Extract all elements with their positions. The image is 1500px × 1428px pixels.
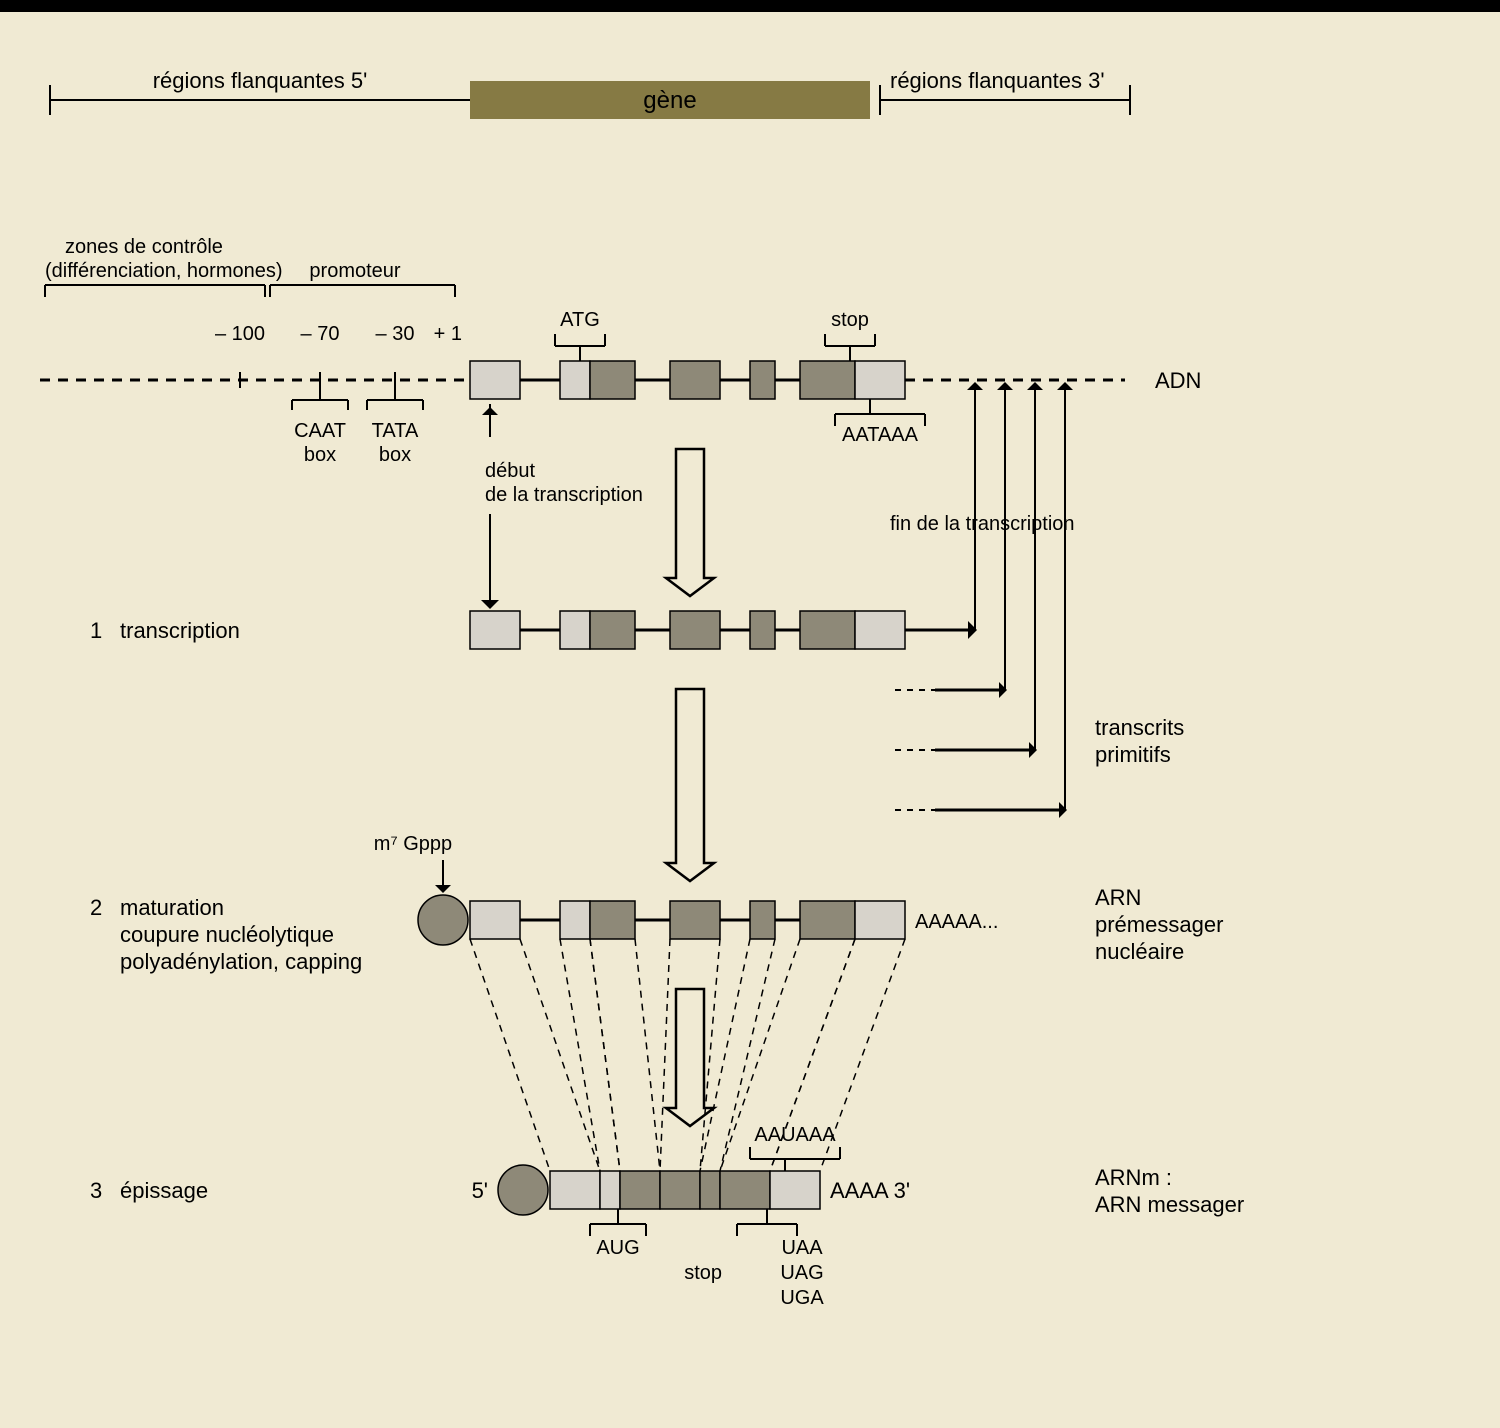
svg-text:primitifs: primitifs (1095, 742, 1171, 767)
svg-text:1: 1 (90, 618, 102, 643)
svg-text:ARN: ARN (1095, 885, 1141, 910)
svg-text:de la transcription: de la transcription (485, 484, 643, 506)
svg-text:ATG: ATG (560, 309, 600, 331)
svg-text:TATA: TATA (372, 420, 419, 442)
svg-text:AATAAA: AATAAA (842, 424, 919, 446)
svg-text:UAG: UAG (780, 1262, 823, 1284)
svg-text:AAAA 3': AAAA 3' (830, 1178, 910, 1203)
svg-text:box: box (304, 444, 336, 466)
svg-text:polyadénylation, capping: polyadénylation, capping (120, 949, 362, 974)
svg-text:AAAAA...: AAAAA... (915, 911, 998, 933)
label-flank3: régions flanquantes 3' (890, 68, 1105, 93)
svg-text:AAUAAA: AAUAAA (754, 1124, 836, 1146)
svg-text:début: début (485, 460, 535, 482)
svg-text:prémessager: prémessager (1095, 912, 1223, 937)
svg-text:5': 5' (472, 1178, 488, 1203)
svg-text:fin de la transcription: fin de la transcription (890, 513, 1075, 535)
svg-text:– 30: – 30 (376, 323, 415, 345)
svg-text:transcription: transcription (120, 618, 240, 643)
svg-text:UAA: UAA (781, 1237, 823, 1259)
svg-text:nucléaire: nucléaire (1095, 939, 1184, 964)
label-adn: ADN (1155, 368, 1201, 393)
svg-text:m⁷ Gppp: m⁷ Gppp (374, 833, 452, 855)
svg-text:2: 2 (90, 895, 102, 920)
svg-text:coupure nucléolytique: coupure nucléolytique (120, 922, 334, 947)
svg-text:épissage: épissage (120, 1178, 208, 1203)
label-flank5: régions flanquantes 5' (153, 68, 368, 93)
label-zones2: (différenciation, hormones) (45, 260, 283, 282)
svg-text:3: 3 (90, 1178, 102, 1203)
svg-text:– 100: – 100 (215, 323, 265, 345)
svg-text:UGA: UGA (780, 1287, 824, 1309)
svg-text:– 70: – 70 (301, 323, 340, 345)
svg-text:stop: stop (684, 1262, 722, 1284)
svg-text:ARNm :: ARNm : (1095, 1165, 1172, 1190)
svg-text:AUG: AUG (596, 1237, 639, 1259)
label-gene: gène (643, 87, 696, 114)
label-promoteur: promoteur (309, 260, 400, 282)
label-zones1: zones de contrôle (65, 236, 223, 258)
svg-text:maturation: maturation (120, 895, 224, 920)
svg-text:ARN messager: ARN messager (1095, 1192, 1244, 1217)
svg-text:box: box (379, 444, 411, 466)
svg-text:+ 1: + 1 (434, 323, 462, 345)
svg-text:CAAT: CAAT (294, 420, 346, 442)
svg-text:stop: stop (831, 309, 869, 331)
svg-text:transcrits: transcrits (1095, 715, 1184, 740)
